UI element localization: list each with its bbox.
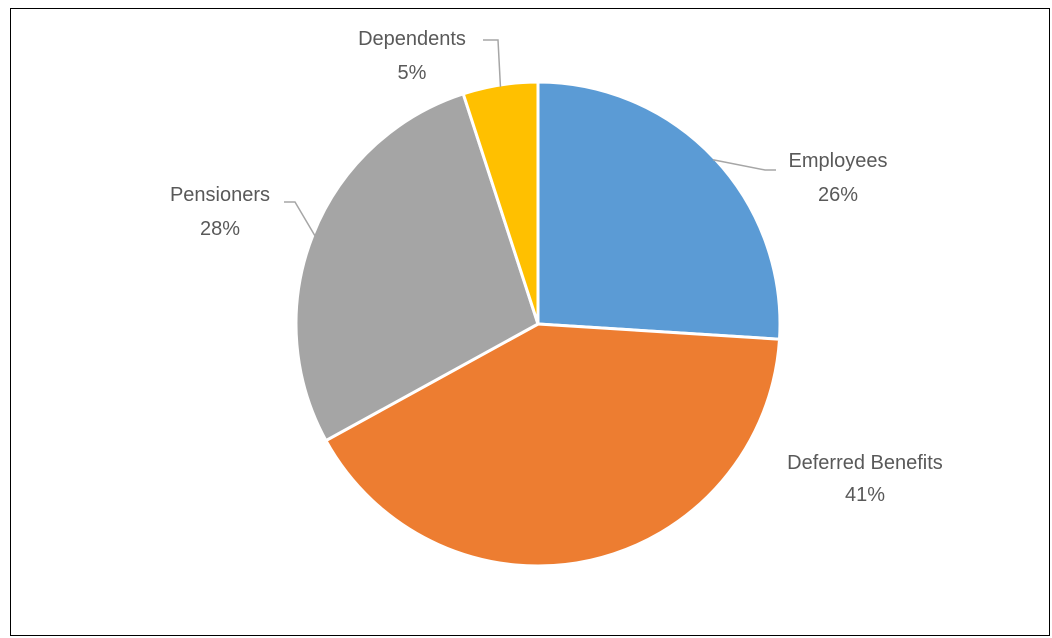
label-pensioners-name: Pensioners	[170, 184, 270, 206]
pie-slices	[294, 80, 782, 568]
label-dependents-pct: 5%	[398, 62, 427, 84]
label-employees-pct: 26%	[818, 184, 858, 206]
pie-slice-deferred-benefits	[324, 322, 782, 568]
label-employees-name: Employees	[789, 150, 888, 172]
label-deferred-benefits-pct: 41%	[845, 484, 885, 506]
leader-lines	[284, 39, 776, 237]
leader-line-pensioners	[284, 201, 316, 237]
label-dependents-name: Dependents	[358, 28, 466, 50]
leader-line-employees	[712, 158, 776, 171]
pie-slice-pensioners	[294, 92, 540, 443]
label-pensioners-pct: 28%	[200, 218, 240, 240]
leader-line-dependents	[483, 39, 502, 87]
label-deferred-benefits-name: Deferred Benefits	[787, 452, 943, 474]
pie-slice-employees	[536, 80, 782, 341]
